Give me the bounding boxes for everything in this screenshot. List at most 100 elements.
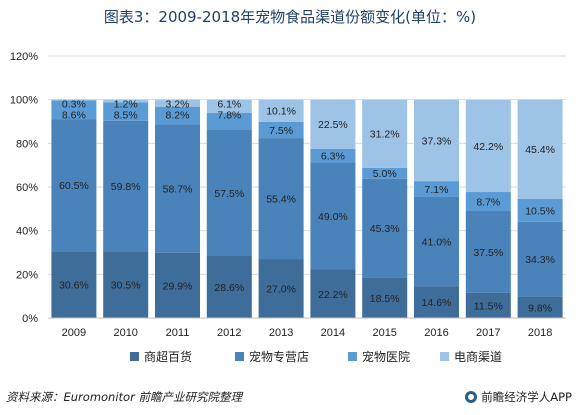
- data-label: 42.2%: [473, 141, 503, 153]
- chart-title: 图表3：2009-2018年宠物食品渠道份额变化(单位：%): [103, 8, 477, 26]
- bar-segment: [103, 102, 149, 121]
- x-tick-label: 2016: [424, 327, 448, 339]
- data-label: 31.2%: [370, 129, 400, 141]
- x-tick-label: 2011: [166, 327, 190, 339]
- bar-segment: [414, 286, 459, 318]
- data-label: 6.3%: [321, 151, 345, 163]
- x-tick-label: 2009: [62, 327, 86, 339]
- bar-segment: [258, 259, 304, 318]
- legend-label: 宠物医院: [362, 349, 410, 364]
- x-tick-label: 2018: [528, 327, 552, 339]
- legend-swatch: [130, 352, 139, 361]
- bar-segment: [310, 99, 356, 149]
- data-label: 49.0%: [318, 211, 348, 223]
- bar-segment: [517, 99, 563, 199]
- bar-segment: [206, 99, 252, 113]
- data-label: 11.5%: [474, 300, 503, 312]
- brand-name: 前瞻经济学人APP: [481, 390, 572, 404]
- data-label: 18.5%: [370, 293, 400, 305]
- data-label: 34.3%: [525, 254, 555, 266]
- data-label: 58.7%: [163, 184, 193, 196]
- legend-swatch: [348, 352, 357, 361]
- data-label: 30.6%: [59, 280, 89, 292]
- data-label: 10.5%: [525, 205, 555, 217]
- data-label: 6.1%: [217, 99, 241, 111]
- data-label: 7.5%: [269, 125, 293, 137]
- bar-segment: [51, 119, 97, 252]
- bar-segment: [362, 178, 408, 278]
- data-label: 5.0%: [373, 168, 397, 180]
- bar-segment: [517, 221, 563, 297]
- data-label: 8.2%: [166, 110, 190, 122]
- legend-label: 商超百货: [144, 349, 192, 364]
- bar-segment: [206, 112, 252, 131]
- bar-segment: [310, 269, 356, 318]
- stacked-bar-chart: 0% 20% 40% 60% 80% 100% 120% 30.6% 60.5% 0.3%8.6…: [10, 51, 566, 364]
- bar-segment: [517, 198, 563, 222]
- bar-segment: [206, 255, 252, 318]
- bar-segment: [51, 99, 97, 101]
- data-label: 7.8%: [217, 110, 241, 122]
- bar-segment: [103, 120, 149, 252]
- data-label: 10.1%: [266, 106, 296, 118]
- data-label: 29.9%: [163, 280, 193, 292]
- y-tick-label: 60%: [16, 182, 38, 194]
- bar-segment: [155, 252, 200, 318]
- bar-segment: [414, 196, 459, 287]
- x-tick-label: 2015: [372, 327, 396, 339]
- x-tick-label: 2013: [269, 327, 293, 339]
- y-axis: 0% 20% 40% 60% 80% 100% 120%: [10, 51, 38, 325]
- bar-segment: [155, 106, 200, 125]
- bar-segment: [51, 251, 97, 318]
- data-label: 45.4%: [525, 144, 555, 156]
- bar-segment: [362, 99, 408, 168]
- data-label: 37.3%: [422, 135, 452, 147]
- data-label: 9.8%: [528, 302, 552, 314]
- bar-segment: [155, 124, 200, 253]
- data-label: 30.5%: [111, 280, 141, 292]
- bar-segment: [258, 99, 304, 122]
- data-label: 59.8%: [111, 181, 141, 193]
- data-label: 22.2%: [318, 289, 348, 301]
- y-tick-label: 80%: [16, 138, 38, 150]
- data-label: 28.6%: [214, 282, 244, 294]
- legend-swatch: [440, 352, 449, 361]
- bar-segment: [103, 99, 149, 103]
- data-label: 37.5%: [473, 247, 503, 259]
- legend-label: 宠物专营店: [249, 349, 309, 364]
- x-tick-label: 2012: [217, 327, 241, 339]
- bars: [51, 99, 563, 318]
- data-label: 1.2%: [114, 99, 138, 111]
- x-tick-label: 2014: [321, 327, 345, 339]
- data-label: 60.5%: [59, 180, 89, 192]
- data-label: 8.6%: [62, 110, 86, 122]
- bar-segment: [414, 99, 459, 182]
- data-label: 0.3%: [62, 99, 86, 111]
- bar-segment: [103, 251, 149, 318]
- legend: 商超百货 宠物专营店 宠物医院 电商渠道: [130, 349, 502, 364]
- bar-segment: [465, 192, 511, 212]
- data-labels: 30.6% 60.5% 0.3%8.6% 30.5% 59.8% 1.2%8.5% 29.9…: [59, 99, 555, 315]
- y-tick-label: 120%: [10, 51, 38, 63]
- bar-segment: [465, 292, 511, 318]
- x-axis: 2009 2010 2011 2012 2013 2014 2015 2016 2017 2018: [48, 317, 566, 339]
- data-label: 27.0%: [266, 284, 296, 296]
- brand-logo-icon: [465, 391, 478, 403]
- bar-segment: [414, 181, 459, 197]
- bar-segment: [51, 100, 97, 120]
- x-tick-label: 2010: [113, 327, 137, 339]
- y-tick-label: 40%: [16, 226, 38, 238]
- legend-swatch: [235, 352, 244, 361]
- bar-segment: [155, 99, 200, 107]
- bar-segment: [517, 296, 563, 318]
- y-tick-label: 20%: [16, 269, 38, 281]
- legend-label: 电商渠道: [454, 349, 502, 364]
- data-label: 41.0%: [422, 236, 452, 248]
- bar-segment: [258, 121, 304, 139]
- data-label: 3.2%: [166, 99, 190, 111]
- bar-segment: [362, 167, 408, 179]
- data-label: 8.7%: [476, 197, 500, 209]
- data-label: 8.5%: [114, 110, 138, 122]
- data-label: 14.6%: [422, 297, 452, 309]
- data-label: 7.1%: [425, 184, 449, 196]
